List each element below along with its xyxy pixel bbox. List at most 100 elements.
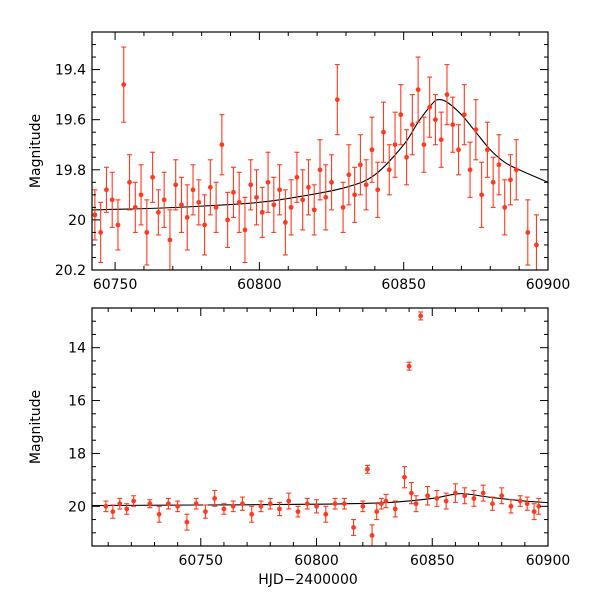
top-x-tick-label: 60900 [526, 277, 571, 293]
top-data-point [375, 161, 381, 218]
bottom-data-point [165, 497, 171, 510]
top-data-point [444, 64, 450, 126]
top-data-point [103, 166, 109, 213]
bottom-data-point [193, 497, 199, 510]
top-data-point [294, 151, 300, 203]
bottom-y-tick-label: 16 [68, 394, 86, 410]
bottom-data-point [110, 504, 116, 519]
bottom-data-point [221, 503, 227, 515]
top-data-point [507, 154, 513, 206]
bottom-data-point [392, 500, 398, 518]
bottom-data-point [462, 487, 468, 505]
top-x-tick-label: 60800 [237, 277, 282, 293]
top-data-point [132, 181, 138, 233]
top-data-point [248, 159, 254, 211]
top-data-point [300, 169, 306, 231]
top-axes-frame [91, 31, 549, 271]
top-data-point [432, 94, 438, 146]
top-data-point [409, 94, 415, 156]
top-data-point [357, 134, 363, 196]
top-data-point [115, 199, 121, 251]
top-data-point [346, 144, 352, 206]
bottom-data-point [378, 497, 384, 510]
bottom-plot-area [92, 311, 548, 546]
bottom-data-point [434, 489, 440, 507]
top-data-point [155, 189, 161, 236]
top-data-point [415, 56, 421, 123]
bottom-data-point [536, 497, 542, 515]
bottom-data-point [471, 489, 477, 507]
bottom-x-tick-label: 60900 [526, 553, 571, 569]
bottom-data-point [418, 311, 424, 321]
top-data-point [161, 171, 167, 228]
top-x-tick-label: 60850 [381, 277, 426, 293]
top-data-point [502, 179, 508, 236]
top-data-point [392, 111, 398, 178]
top-data-point [369, 116, 375, 183]
bottom-y-axis-label: Magnitude [28, 390, 44, 464]
bottom-data-point [239, 496, 245, 511]
bottom-data-point [480, 484, 486, 502]
top-data-point [98, 201, 104, 264]
top-data-point [533, 214, 539, 270]
bottom-data-point [117, 497, 123, 510]
bottom-data-point [323, 505, 329, 523]
bottom-data-point [499, 487, 505, 505]
top-data-point [305, 159, 311, 216]
bottom-data-point [413, 495, 419, 513]
top-data-point [196, 179, 202, 226]
bottom-axes-frame [91, 307, 549, 547]
bottom-data-point [425, 485, 431, 506]
top-data-point [184, 184, 190, 251]
top-data-point [202, 194, 208, 256]
top-data-point [219, 114, 225, 176]
top-data-point [363, 159, 369, 211]
top-data-point [340, 181, 346, 233]
top-data-point [230, 166, 236, 218]
bottom-data-point [401, 466, 407, 489]
bottom-data-point [351, 519, 357, 536]
bottom-data-point [124, 503, 130, 515]
bottom-y-tick-label: 14 [68, 341, 86, 357]
top-data-point [427, 76, 433, 138]
bottom-panel: 60750 60800 60850 60900 14 16 18 20 Magnitude HJD… [28, 307, 571, 588]
top-x-ticks [114, 32, 549, 270]
top-data-point [242, 196, 248, 264]
top-y-tick-label: 20.2 [55, 263, 86, 279]
top-model-curve [92, 99, 548, 211]
top-data-point [323, 164, 329, 231]
top-data-point [271, 176, 277, 233]
top-y-tick-label: 19.8 [55, 163, 86, 179]
bottom-data-point [489, 496, 495, 511]
top-data-point [461, 84, 467, 146]
bottom-data-point [184, 513, 190, 531]
top-y-tick-label: 20 [68, 213, 86, 229]
bottom-data-point [230, 500, 236, 513]
bottom-data-point [258, 500, 264, 513]
top-data-point [92, 189, 98, 241]
bottom-data-point [249, 505, 255, 523]
bottom-x-tick-label: 60750 [179, 553, 224, 569]
bottom-data-point [508, 499, 514, 514]
top-data-point [121, 46, 127, 123]
top-data-point [473, 99, 479, 161]
bottom-data-point [524, 496, 530, 511]
top-data-point [254, 169, 260, 226]
top-data-point [207, 159, 213, 216]
bottom-data-point [517, 495, 523, 507]
bottom-data-point [443, 492, 449, 510]
top-data-point [259, 186, 265, 238]
top-data-point [525, 199, 531, 266]
bottom-data-point [147, 499, 153, 509]
bottom-data-point [286, 492, 292, 510]
top-data-point [173, 159, 179, 211]
top-data-point [398, 84, 404, 146]
top-x-tick-label: 60750 [93, 277, 138, 293]
top-data-point [282, 189, 288, 256]
top-data-point [236, 171, 242, 233]
top-data-point [496, 134, 502, 196]
top-data-point [213, 181, 219, 233]
top-data-point [277, 164, 283, 216]
top-data-point [404, 129, 410, 186]
